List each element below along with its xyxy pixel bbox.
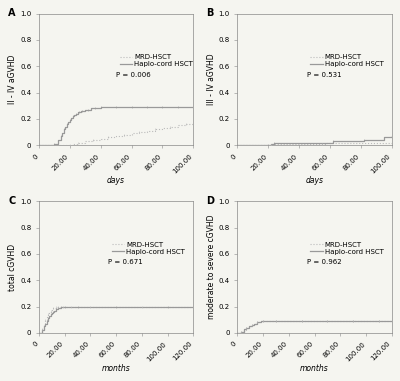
Y-axis label: II - IV aGVHD: II - IV aGVHD [8, 55, 17, 104]
Text: D: D [206, 196, 214, 206]
Y-axis label: total cGVHD: total cGVHD [8, 243, 17, 291]
X-axis label: days: days [306, 176, 324, 185]
Text: A: A [8, 8, 16, 18]
Text: P = 0.531: P = 0.531 [307, 72, 342, 77]
Text: P = 0.962: P = 0.962 [307, 259, 342, 265]
X-axis label: months: months [102, 364, 130, 373]
Text: P = 0.671: P = 0.671 [108, 259, 143, 265]
X-axis label: months: months [300, 364, 329, 373]
Legend: MRD-HSCT, Haplo-cord HSCT: MRD-HSCT, Haplo-cord HSCT [310, 242, 384, 255]
Y-axis label: III - IV aGVHD: III - IV aGVHD [207, 54, 216, 105]
Legend: MRD-HSCT, Haplo-cord HSCT: MRD-HSCT, Haplo-cord HSCT [120, 54, 193, 67]
Legend: MRD-HSCT, Haplo-cord HSCT: MRD-HSCT, Haplo-cord HSCT [310, 54, 384, 67]
Text: B: B [206, 8, 214, 18]
Y-axis label: moderate to severe cGVHD: moderate to severe cGVHD [207, 215, 216, 319]
X-axis label: days: days [107, 176, 125, 185]
Text: C: C [8, 196, 15, 206]
Legend: MRD-HSCT, Haplo-cord HSCT: MRD-HSCT, Haplo-cord HSCT [112, 242, 185, 255]
Text: P = 0.006: P = 0.006 [116, 72, 151, 77]
